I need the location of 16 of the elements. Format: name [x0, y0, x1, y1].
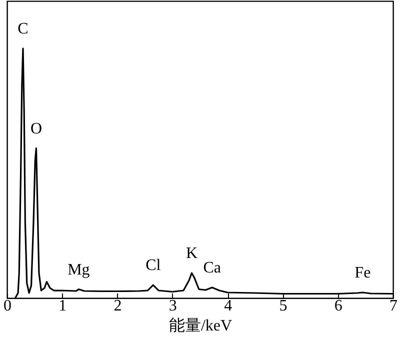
annotation: K — [186, 245, 198, 262]
x-tick-label: 1 — [58, 298, 67, 314]
x-tick-label: 4 — [224, 298, 232, 314]
annotation: Fe — [354, 264, 371, 282]
x-tick-label: 2 — [114, 298, 122, 314]
annotation: Cl — [146, 257, 162, 274]
x-tick-label: 6 — [334, 298, 342, 314]
x-tick-label: 7 — [390, 298, 398, 314]
x-axis-title: 能量/keV — [168, 316, 232, 334]
annotation: C — [18, 20, 28, 38]
annotation: Mg — [68, 261, 90, 278]
x-tick-label: 0 — [4, 298, 12, 314]
x-tick-label: 3 — [168, 298, 177, 314]
annotation: O — [30, 120, 42, 138]
annotation: Ca — [203, 260, 222, 277]
x-tick-label: 5 — [279, 298, 288, 314]
